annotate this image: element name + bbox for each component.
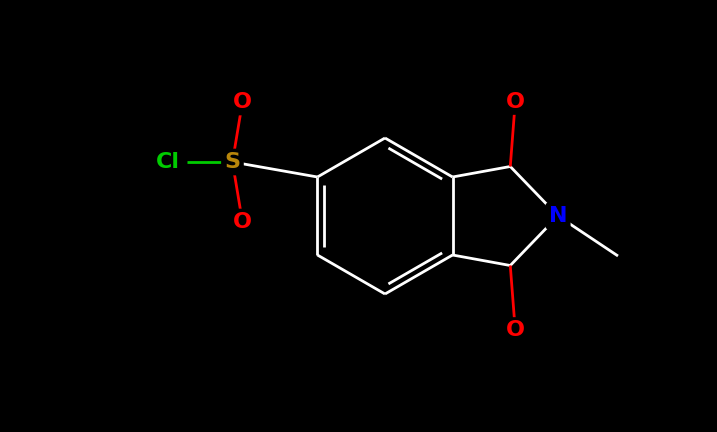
Text: O: O xyxy=(233,212,252,232)
Text: N: N xyxy=(549,206,567,226)
Text: Cl: Cl xyxy=(156,152,179,172)
Text: O: O xyxy=(233,92,252,112)
Text: O: O xyxy=(505,321,525,340)
Text: O: O xyxy=(505,92,525,111)
Text: S: S xyxy=(224,152,240,172)
